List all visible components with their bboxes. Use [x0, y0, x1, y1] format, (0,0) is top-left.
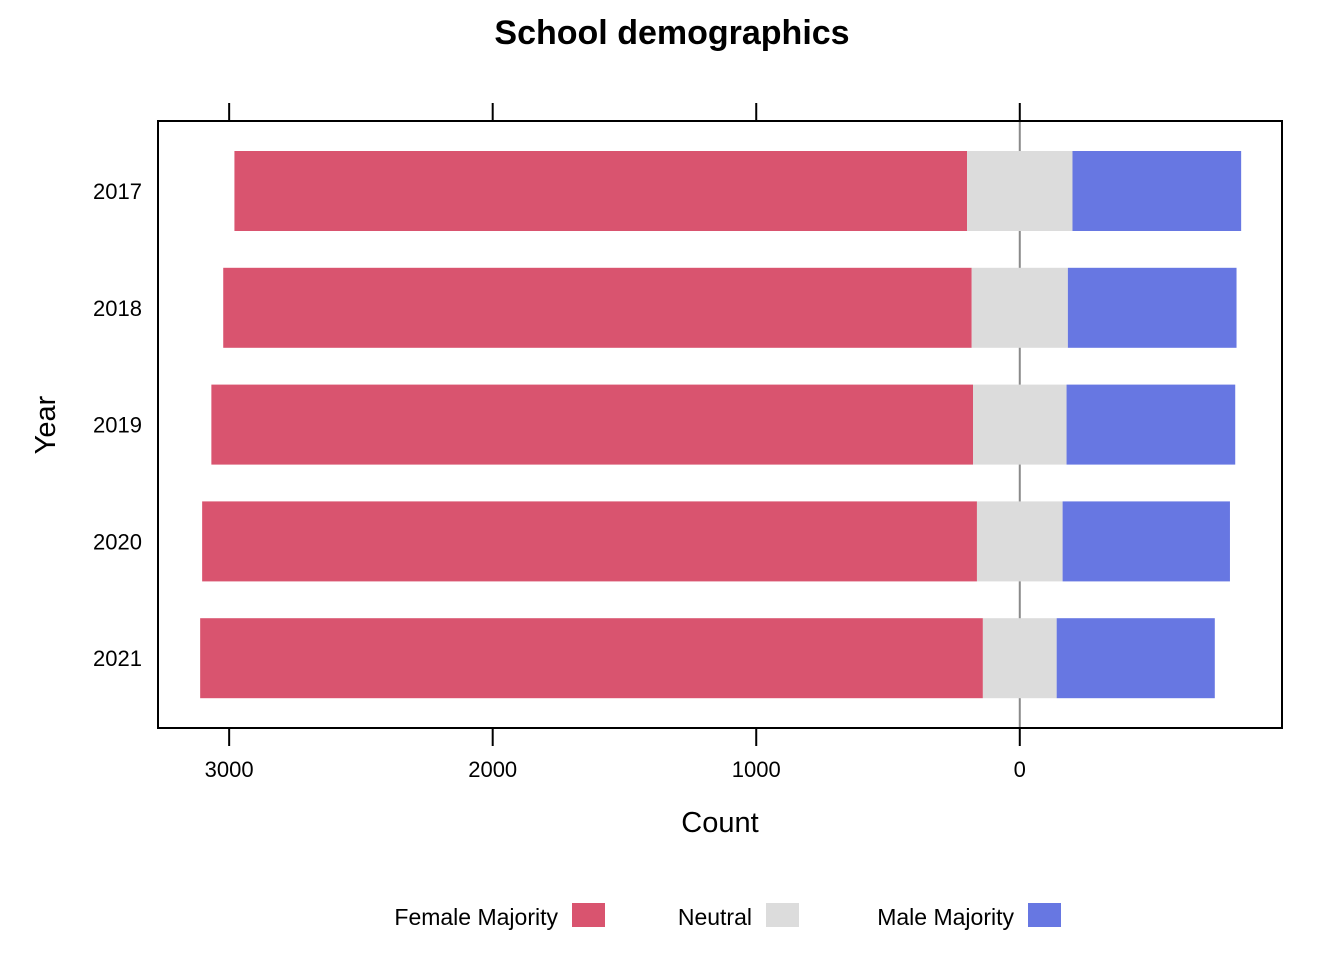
bar-female-majority-2021 [200, 618, 983, 699]
legend-swatch-neutral [766, 903, 799, 927]
legend-label-male-majority: Male Majority [877, 904, 1014, 930]
bar-neutral-2021 [982, 618, 1057, 699]
bar-neutral-2019 [972, 384, 1067, 465]
bar-neutral-2018 [971, 267, 1068, 348]
x-tick-label-2000: 2000 [468, 757, 517, 782]
plot-area: 2017 2018 2019 2020 2021 3000 2000 1000 0 [93, 103, 1283, 782]
y-tick-label-2021: 2021 [93, 646, 142, 671]
y-tick-label-2017: 2017 [93, 179, 142, 204]
x-tick-label-0: 0 [1014, 757, 1026, 782]
x-tick-label-1000: 1000 [732, 757, 781, 782]
legend-swatch-male-majority [1028, 903, 1061, 927]
bar-male-majority-2018 [1067, 267, 1237, 348]
legend-label-female-majority: Female Majority [394, 904, 558, 930]
bar-female-majority-2020 [202, 501, 977, 582]
bar-female-majority-2018 [223, 267, 972, 348]
x-axis-label: Count [681, 807, 758, 839]
legend: Female Majority Neutral Male Majority [394, 903, 1061, 930]
bar-female-majority-2017 [234, 151, 968, 231]
bar-male-majority-2020 [1062, 501, 1230, 582]
y-tick-label-2020: 2020 [93, 529, 142, 554]
bar-neutral-2020 [976, 501, 1063, 582]
bar-neutral-2017 [967, 151, 1073, 231]
bar-male-majority-2019 [1066, 384, 1236, 465]
chart-title: School demographics [494, 14, 849, 52]
y-tick-label-2018: 2018 [93, 296, 142, 321]
plot-frame [157, 120, 1283, 729]
bar-male-majority-2017 [1072, 151, 1242, 231]
x-tick-label-3000: 3000 [205, 757, 254, 782]
y-axis-label: Year [30, 395, 62, 454]
y-tick-label-2019: 2019 [93, 413, 142, 438]
legend-swatch-female-majority [572, 903, 605, 927]
bar-female-majority-2019 [211, 384, 973, 465]
bar-male-majority-2021 [1056, 618, 1215, 699]
legend-label-neutral: Neutral [678, 904, 752, 930]
